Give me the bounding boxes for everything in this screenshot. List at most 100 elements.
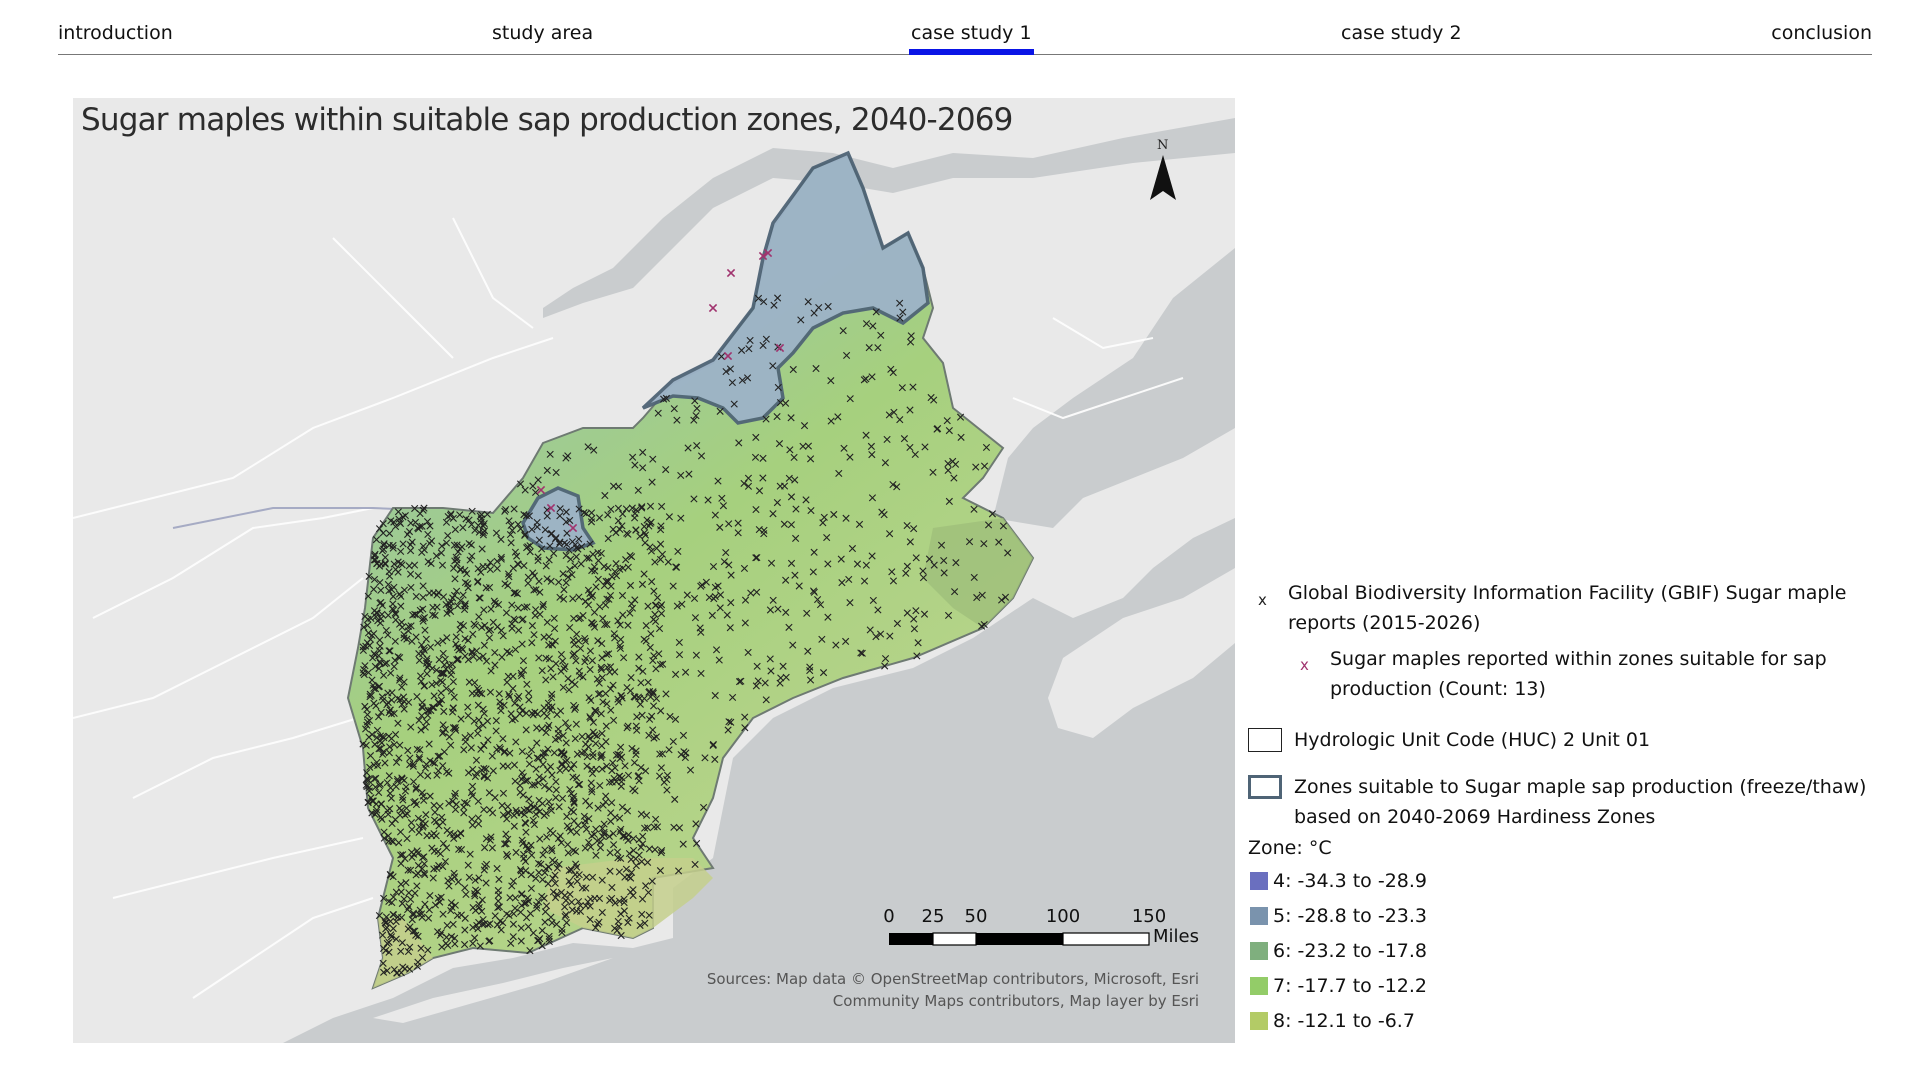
gbif-marker xyxy=(565,877,573,885)
gbif-marker xyxy=(452,800,460,808)
gbif-marker xyxy=(570,650,579,658)
nav-case-study-1[interactable]: case study 1 xyxy=(909,22,1034,55)
gbif-marker xyxy=(366,690,374,698)
gbif-marker xyxy=(823,533,831,542)
gbif-marker xyxy=(628,868,636,877)
gbif-marker xyxy=(705,593,713,602)
zone-6-label: 6: -23.2 to -17.8 xyxy=(1273,940,1428,962)
gbif-marker xyxy=(363,639,371,647)
gbif-marker xyxy=(381,553,389,562)
gbif-marker xyxy=(643,824,652,832)
gbif-marker xyxy=(914,639,922,647)
gbif-marker xyxy=(662,466,670,474)
gbif-marker xyxy=(548,530,556,538)
gbif-marker xyxy=(576,644,585,653)
gbif-marker xyxy=(876,630,885,638)
gbif-marker xyxy=(581,634,589,643)
gbif-marker xyxy=(418,712,426,720)
gbif-marker xyxy=(359,740,367,748)
gbif-marker xyxy=(618,591,627,600)
gbif-marker xyxy=(543,466,551,475)
scale-tick-0: 0 xyxy=(883,906,895,927)
gbif-marker xyxy=(485,937,493,945)
gbif-marker xyxy=(477,568,485,576)
gbif-marker xyxy=(473,921,481,929)
gbif-marker xyxy=(998,596,1006,604)
gbif-marker xyxy=(652,815,660,823)
gbif-marker xyxy=(417,944,425,952)
gbif-marker xyxy=(465,516,473,524)
gbif-marker xyxy=(530,820,539,829)
nav-introduction[interactable]: introduction xyxy=(58,22,173,44)
gbif-marker xyxy=(809,568,817,576)
gbif-marker xyxy=(561,912,569,921)
gbif-marker xyxy=(376,732,385,740)
gbif-marker xyxy=(782,576,790,584)
gbif-marker xyxy=(683,591,691,599)
gbif-marker xyxy=(390,740,398,749)
map-panel[interactable]: Sugar maples within suitable sap product… xyxy=(73,98,1235,1043)
gbif-marker xyxy=(544,880,552,888)
gbif-marker xyxy=(648,712,656,720)
gbif-marker xyxy=(865,344,873,352)
gbif-marker xyxy=(838,579,846,587)
gbif-marker xyxy=(524,579,532,587)
gbif-marker xyxy=(573,630,581,638)
gbif-marker xyxy=(818,635,826,643)
gbif-marker xyxy=(743,374,752,382)
gbif-marker xyxy=(532,874,540,882)
gbif-marker xyxy=(404,947,413,956)
gbif-marker xyxy=(650,823,658,831)
gbif-marker xyxy=(596,781,604,790)
gbif-marker xyxy=(516,480,525,488)
gbif-marker xyxy=(414,869,422,877)
gbif-marker xyxy=(551,879,559,887)
gbif-marker xyxy=(586,589,594,598)
gbif-marker xyxy=(363,782,371,791)
gbif-marker xyxy=(499,789,508,797)
zone-6-swatch xyxy=(1250,942,1268,960)
gbif-marker xyxy=(468,815,476,823)
gbif-marker xyxy=(665,513,673,521)
gbif-marker xyxy=(553,710,561,719)
gbif-marker xyxy=(372,702,380,710)
gbif-marker xyxy=(509,684,517,693)
gbif-marker xyxy=(858,649,866,657)
gbif-marker xyxy=(426,522,434,530)
gbif-marker xyxy=(671,795,679,803)
gbif-marker xyxy=(507,710,515,718)
gbif-marker xyxy=(474,820,483,828)
gbif-marker xyxy=(585,815,593,823)
nav-case-study-2[interactable]: case study 2 xyxy=(1341,22,1462,44)
gbif-marker xyxy=(422,718,431,726)
gbif-marker xyxy=(443,921,451,930)
gbif-marker xyxy=(956,413,965,421)
gbif-marker xyxy=(483,510,491,518)
gbif-marker xyxy=(388,696,396,704)
gbif-marker xyxy=(535,654,543,662)
gbif-marker xyxy=(385,732,393,740)
gbif-marker xyxy=(874,606,882,614)
gbif-marker xyxy=(890,408,898,416)
gbif-marker xyxy=(597,663,605,672)
gbif-marker xyxy=(392,782,400,791)
gbif-marker xyxy=(622,865,630,873)
gbif-marker xyxy=(662,690,670,698)
gbif-marker xyxy=(588,657,596,665)
gbif-marker xyxy=(454,832,462,840)
nav-study-area[interactable]: study area xyxy=(492,22,594,44)
gbif-marker xyxy=(803,609,811,617)
gbif-marker xyxy=(389,592,397,601)
gbif-marker xyxy=(830,510,838,519)
gbif-marker xyxy=(800,422,809,430)
gbif-marker xyxy=(550,624,559,633)
nav-conclusion[interactable]: conclusion xyxy=(1771,22,1872,44)
gbif-marker xyxy=(525,760,534,768)
gbif-marker xyxy=(726,365,735,373)
gbif-marker xyxy=(628,744,636,752)
gbif-marker xyxy=(428,681,436,689)
gbif-marker xyxy=(881,654,890,663)
gbif-marker xyxy=(397,969,405,977)
gbif-marker xyxy=(569,595,577,603)
gbif-marker xyxy=(646,643,654,652)
